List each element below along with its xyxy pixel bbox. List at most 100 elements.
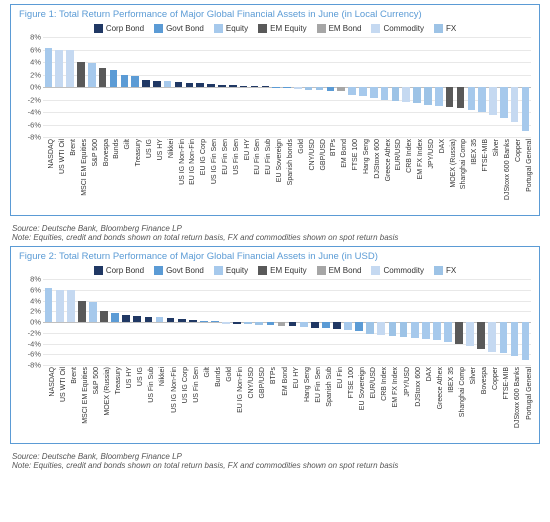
legend-swatch	[434, 266, 443, 275]
x-tick: DAX	[420, 365, 431, 437]
x-tick: US WTI Oil	[54, 365, 65, 437]
chart-title: Figure 2: Total Return Performance of Ma…	[19, 251, 531, 262]
x-tick: US IG Fin Sen	[206, 137, 217, 209]
x-tick: EU HY	[287, 365, 298, 437]
bar	[45, 288, 53, 322]
bar-column	[265, 279, 276, 365]
bar	[262, 86, 270, 87]
bar	[489, 87, 497, 115]
bar	[392, 87, 400, 101]
legend-label: Corp Bond	[106, 24, 144, 33]
x-tick: GBP/USD	[254, 365, 265, 437]
bar-column	[282, 37, 293, 137]
bar	[455, 322, 463, 344]
bar-column	[198, 279, 209, 365]
bar	[522, 322, 530, 360]
bar-column	[298, 279, 309, 365]
bar-column	[195, 37, 206, 137]
x-tick: Bunds	[209, 365, 220, 437]
bar-column	[271, 37, 282, 137]
bar-column	[260, 37, 271, 137]
bar	[133, 316, 141, 322]
chart-legend: Corp BondGovt BondEquityEM EquityEM Bond…	[19, 266, 531, 275]
bar-column	[320, 279, 331, 365]
bar	[233, 322, 241, 324]
x-tick: CRB Index	[376, 365, 387, 437]
bar-column	[487, 279, 498, 365]
bar	[164, 81, 172, 87]
x-tick: S&P 500	[87, 365, 98, 437]
x-tick: Copper	[487, 365, 498, 437]
x-tick: BTPs	[265, 365, 276, 437]
x-tick: MSCI EM Equities	[76, 137, 87, 209]
bar	[66, 50, 74, 87]
source-text: Source: Deutsche Bank, Bloomberg Finance…	[12, 224, 550, 233]
y-tick-label: 8%	[19, 275, 41, 284]
chart-panel: Figure 1: Total Return Performance of Ma…	[10, 4, 540, 216]
legend-item: Commodity	[371, 24, 423, 33]
x-tick: Copper	[509, 137, 520, 209]
bar	[196, 83, 204, 87]
bar-column	[121, 279, 132, 365]
bar-column	[442, 279, 453, 365]
y-tick-label: 4%	[19, 58, 41, 67]
bar-column	[365, 279, 376, 365]
legend-item: EM Bond	[317, 24, 362, 33]
legend-swatch	[154, 266, 163, 275]
x-tick: US IG Corp	[176, 365, 187, 437]
bar-column	[453, 279, 464, 365]
bar-column	[387, 279, 398, 365]
y-tick-label: -2%	[19, 328, 41, 337]
x-tick: Silver	[465, 365, 476, 437]
bar	[240, 86, 248, 87]
bar	[500, 87, 508, 118]
note-text: Note: Equities, credit and bonds shown o…	[12, 461, 550, 470]
bar-column	[433, 37, 444, 137]
bar-column	[379, 37, 390, 137]
x-tick: US HY	[121, 365, 132, 437]
x-tick: EU Sovereign	[271, 137, 282, 209]
x-tick: BTPs	[325, 137, 336, 209]
bar-column	[401, 37, 412, 137]
bar	[186, 83, 194, 87]
y-tick-label: -2%	[19, 95, 41, 104]
legend-swatch	[94, 24, 103, 33]
bar	[89, 302, 97, 322]
legend-item: Corp Bond	[94, 24, 144, 33]
x-tick: DJStoxx 600	[368, 137, 379, 209]
bars-area	[43, 37, 531, 137]
bar	[45, 48, 53, 87]
x-tick: Bovespa	[476, 365, 487, 437]
legend-swatch	[371, 24, 380, 33]
bar	[337, 87, 345, 91]
bar	[511, 87, 519, 122]
bar	[207, 84, 215, 87]
x-tick: Portugal General	[520, 137, 531, 209]
y-tick-label: 4%	[19, 296, 41, 305]
legend-swatch	[214, 266, 223, 275]
bar-column	[509, 279, 520, 365]
x-tick: EU Fin Sen	[249, 137, 260, 209]
bar	[511, 322, 519, 356]
bar	[200, 321, 208, 322]
legend-label: Govt Bond	[166, 266, 204, 275]
bar	[457, 87, 465, 108]
x-tick: Spanish bonds	[282, 137, 293, 209]
bar-column	[165, 279, 176, 365]
bar-column	[54, 37, 65, 137]
legend-label: Corp Bond	[106, 266, 144, 275]
bar	[435, 87, 443, 106]
x-tick: EU IG Non-Fin	[184, 137, 195, 209]
bar	[327, 87, 335, 91]
bar-column	[498, 37, 509, 137]
bar	[411, 322, 419, 338]
legend-item: Equity	[214, 24, 248, 33]
x-tick: Treasury	[130, 137, 141, 209]
bar-column	[303, 37, 314, 137]
y-tick-label: 0%	[19, 318, 41, 327]
bar-column	[76, 279, 87, 365]
bar-column	[343, 279, 354, 365]
x-tick: IBEX 35	[442, 365, 453, 437]
bar	[370, 87, 378, 98]
bar-column	[130, 37, 141, 137]
